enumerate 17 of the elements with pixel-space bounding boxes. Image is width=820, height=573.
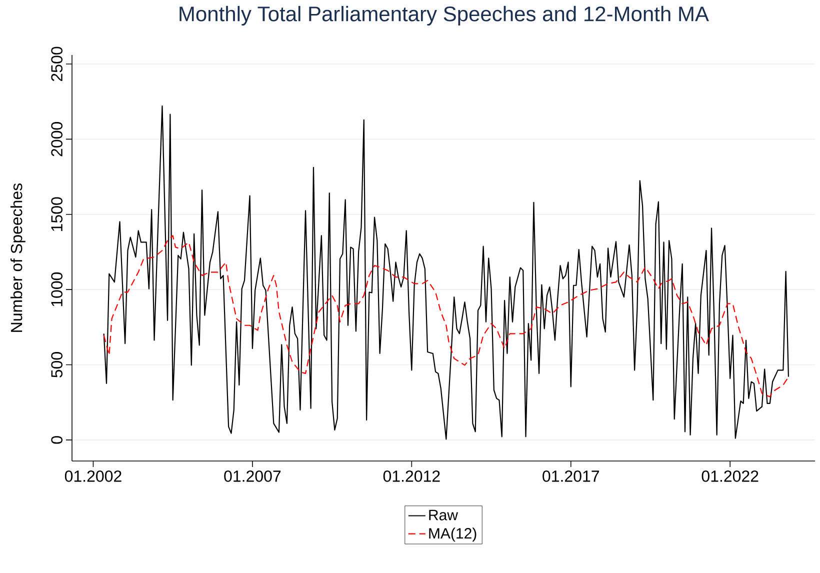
legend-label: MA(12)	[429, 528, 476, 542]
line-series	[103, 235, 790, 398]
x-tick-label: 01.2012	[383, 470, 440, 482]
y-tick-label: 2500	[51, 46, 62, 82]
y-tick-label: 0	[51, 436, 62, 444]
line-series	[103, 105, 790, 440]
y-tick-label: 1500	[51, 197, 62, 231]
x-tick-label: 01.2002	[64, 470, 122, 482]
y-tick-label: 500	[51, 352, 62, 378]
legend-label: Raw	[429, 510, 458, 520]
x-tick-label: 01.2017	[542, 470, 599, 482]
y-tick-label: 1000	[51, 272, 62, 306]
x-tick-label: 01.2007	[224, 470, 281, 482]
chart-title: Monthly Total Parliamentary Speeches and 12-Month MA	[180, 6, 709, 26]
y-axis-title: Number of Speeches	[10, 183, 26, 332]
x-tick-label: 01.2022	[702, 470, 758, 482]
y-tick-label: 2000	[51, 122, 62, 156]
